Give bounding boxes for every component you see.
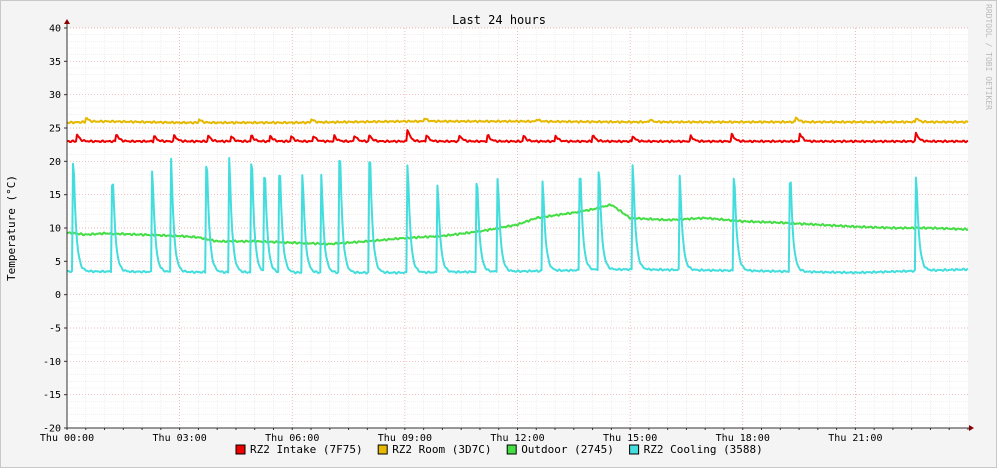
series-line [66, 129, 969, 144]
series-line [66, 157, 969, 275]
y-axis-arrow [64, 19, 70, 24]
legend-label: RZ2 Intake (7F75) [250, 443, 363, 456]
x-tick-label: Thu 09:00 [378, 433, 432, 444]
series-line [67, 116, 969, 125]
y-tick-labels: 40 35 30 25 20 15 10 5 0 -5 -10 -15 -20 [43, 24, 61, 435]
y-tick-label: 40 [49, 24, 61, 35]
x-tick-label: Thu 06:00 [265, 433, 319, 444]
x-tick-label: Thu 18:00 [716, 433, 770, 444]
y-axis-label: Temperature (°C) [5, 175, 18, 281]
x-tick-label: Thu 12:00 [490, 433, 544, 444]
watermark: RRDTOOL / TOBI OETIKER [984, 4, 993, 110]
legend-swatch [629, 444, 640, 455]
x-tick-labels: Thu 00:00 Thu 03:00 Thu 06:00 Thu 09:00 Thu … [40, 433, 883, 444]
y-tick-label: 25 [49, 124, 61, 135]
y-tick-label: -15 [43, 390, 61, 401]
y-tick-label: 20 [49, 157, 61, 168]
legend: RZ2 Intake (7F75) RZ2 Room (3D7C) Outdoor … [235, 443, 763, 456]
y-tick-label: 15 [49, 190, 61, 201]
x-tick-label: Thu 03:00 [153, 433, 207, 444]
y-tick-label: 0 [55, 290, 61, 301]
series-layer [66, 116, 969, 275]
x-tick-label: Thu 15:00 [603, 433, 657, 444]
axes [64, 19, 974, 431]
y-tick-label: 10 [49, 224, 61, 235]
legend-label: RZ2 Cooling (3588) [644, 443, 763, 456]
legend-swatch [506, 444, 517, 455]
chart-title: Last 24 hours [452, 13, 546, 27]
y-tick-label: 35 [49, 57, 61, 68]
x-tick-label: Thu 21:00 [828, 433, 882, 444]
y-tick-label: 30 [49, 90, 61, 101]
x-tick-label: Thu 00:00 [40, 433, 94, 444]
legend-swatch [235, 444, 246, 455]
y-tick-label: -20 [43, 424, 61, 435]
y-tick-label: -10 [43, 357, 61, 368]
y-tick-label: 5 [55, 257, 61, 268]
y-tick-label: -5 [49, 324, 61, 335]
legend-label: RZ2 Room (3D7C) [392, 443, 491, 456]
series-line [66, 203, 969, 246]
legend-swatch [377, 444, 388, 455]
legend-label: Outdoor (2745) [521, 443, 614, 456]
x-axis-arrow [969, 425, 974, 431]
